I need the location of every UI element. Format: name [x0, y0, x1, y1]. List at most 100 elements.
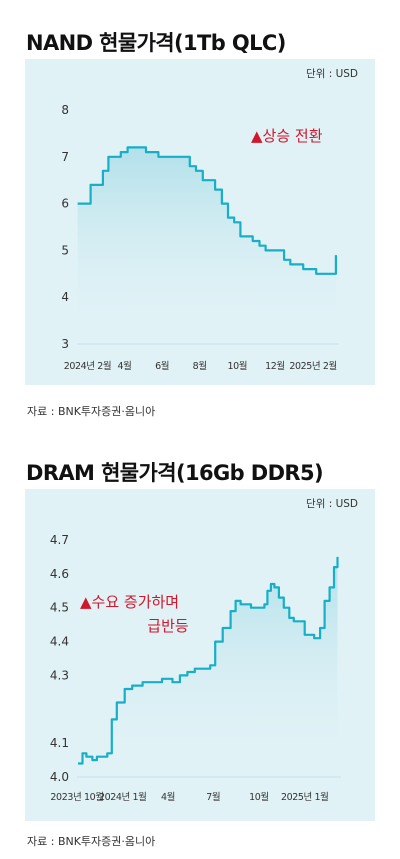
nand-data-point: [221, 202, 223, 204]
dram-source-note: 자료 : BNK투자증권·옴니아: [27, 835, 156, 848]
dram-x-tick-label: 4월: [161, 791, 175, 803]
dram-data-point: [328, 586, 330, 588]
dram-series-line: [78, 556, 339, 765]
nand-data-point: [195, 170, 197, 172]
dram-data-point: [308, 634, 310, 636]
nand-plot-layer: 3 4 5 6 7 8 2024년 2월 4월 6월 8월 10월 12월 2025년 2월: [61, 103, 339, 372]
dram-data-point: [260, 607, 262, 609]
nand-series-line: [77, 146, 337, 275]
dram-data-point: [336, 556, 338, 558]
dram-data-point: [239, 603, 241, 605]
nand-y-tick-label: 7: [61, 150, 69, 164]
nand-data-point: [283, 259, 285, 261]
dram-data-point: [278, 596, 280, 598]
dram-data-point: [124, 688, 126, 690]
dram-data-point: [85, 756, 87, 758]
nand-data-point: [227, 216, 229, 218]
nand-data-point: [133, 146, 135, 148]
dram-x-tick-label: 7월: [206, 791, 220, 803]
nand-data-point: [76, 202, 78, 204]
dram-data-point: [214, 640, 216, 642]
dram-data-point: [319, 627, 321, 629]
dram-x-tick-label: 10월: [249, 791, 269, 803]
dram-data-point: [209, 664, 211, 666]
nand-data-point: [315, 273, 317, 275]
nand-annotation: ▲상승 전환: [251, 127, 323, 145]
dram-data-point: [283, 607, 285, 609]
dram-data-point: [234, 600, 236, 602]
nand-data-point: [302, 268, 304, 270]
dram-data-point: [245, 603, 247, 605]
nand-data-point: [157, 156, 159, 158]
nand-data-point: [89, 184, 91, 186]
dram-data-point: [313, 637, 315, 639]
nand-data-point: [289, 263, 291, 265]
dram-data-point: [255, 607, 257, 609]
nand-data-point: [277, 249, 279, 251]
dram-data-point: [179, 674, 181, 676]
dram-data-point: [266, 590, 268, 592]
nand-y-tick-label: 4: [61, 290, 69, 304]
nand-data-point: [189, 165, 191, 167]
nand-unit-label: 단위 : USD: [306, 67, 358, 80]
nand-chart-title: NAND 현물가격(1Tb QLC): [26, 31, 286, 55]
dram-y-tick-label: 4.6: [50, 567, 69, 581]
dram-annotation-line2: 급반등: [147, 617, 189, 635]
dram-data-point: [141, 681, 143, 683]
nand-data-point: [202, 179, 204, 181]
nand-data-point: [120, 151, 122, 153]
nand-data-point: [170, 156, 172, 158]
dram-y-tick-label: 4.4: [50, 635, 69, 649]
dram-data-point: [288, 617, 290, 619]
nand-x-tick-label: 12월: [265, 360, 285, 372]
dram-y-tick-label: 4.5: [50, 601, 69, 615]
dram-data-point: [81, 752, 83, 754]
dram-data-point: [91, 759, 93, 761]
dram-data-point: [263, 603, 265, 605]
nand-chart-area: 단위 : USD ▲상승 전환 3 4 5 6 7 8 2024년 2월 4월 6월 8월 10월 1…: [25, 59, 375, 385]
nand-y-tick-label: 6: [61, 197, 69, 211]
dram-y-tick-label: 4.0: [50, 770, 69, 784]
nand-y-tick-label: 5: [61, 243, 69, 257]
nand-data-point: [151, 151, 153, 153]
dram-data-point: [106, 752, 108, 754]
nand-x-tick-label: 6월: [155, 360, 169, 372]
dram-y-tick-label: 4.7: [50, 533, 69, 547]
dram-unit-label: 단위 : USD: [306, 497, 358, 510]
nand-data-point: [164, 156, 166, 158]
dram-data-point: [186, 671, 188, 673]
dram-data-point: [333, 566, 335, 568]
nand-data-point: [321, 273, 323, 275]
nand-y-tick-label: 8: [61, 103, 69, 117]
nand-data-point: [233, 221, 235, 223]
nand-data-point: [208, 179, 210, 181]
dram-data-point: [171, 681, 173, 683]
dram-data-point: [293, 620, 295, 622]
dram-x-tick-label: 2025년 1월: [281, 791, 329, 803]
nand-source-note: 자료 : BNK투자증권·옴니아: [27, 405, 156, 418]
dram-panel: DRAM 현물가격(16Gb DDR5) 단위 : USD ▲수요 증가하며 급…: [0, 430, 400, 859]
nand-data-point: [96, 184, 98, 186]
nand-data-point: [264, 249, 266, 251]
dram-data-point: [96, 756, 98, 758]
nand-line-chart: 단위 : USD ▲상승 전환 3 4 5 6 7 8 2024년 2월 4월 6월 8월 10월 1…: [61, 67, 358, 372]
nand-data-point: [182, 156, 184, 158]
dram-x-tick-label: 2023년 10월: [50, 791, 103, 803]
dram-data-point: [270, 583, 272, 585]
dram-data-point: [229, 610, 231, 612]
dram-y-tick-label: 4.1: [50, 736, 69, 750]
nand-x-tick-label: 4월: [117, 360, 131, 372]
nand-x-tick-label: 2024년 2월: [64, 360, 112, 372]
nand-data-point: [113, 156, 115, 158]
dram-y-tick-label: 4.3: [50, 668, 69, 682]
nand-x-tick-label: 10월: [227, 360, 247, 372]
nand-data-point: [327, 273, 329, 275]
dram-data-point: [101, 756, 103, 758]
dram-data-point: [151, 681, 153, 683]
dram-data-point: [222, 627, 224, 629]
nand-data-point: [139, 146, 141, 148]
dram-data-point: [250, 607, 252, 609]
dram-annotation-line1: ▲수요 증가하며: [80, 593, 179, 611]
dram-chart-title: DRAM 현물가격(16Gb DDR5): [26, 461, 324, 485]
dram-chart-area: 단위 : USD ▲수요 증가하며 급반등 4.0 4.1 4.3 4.4 4.5 4.6…: [25, 489, 375, 821]
